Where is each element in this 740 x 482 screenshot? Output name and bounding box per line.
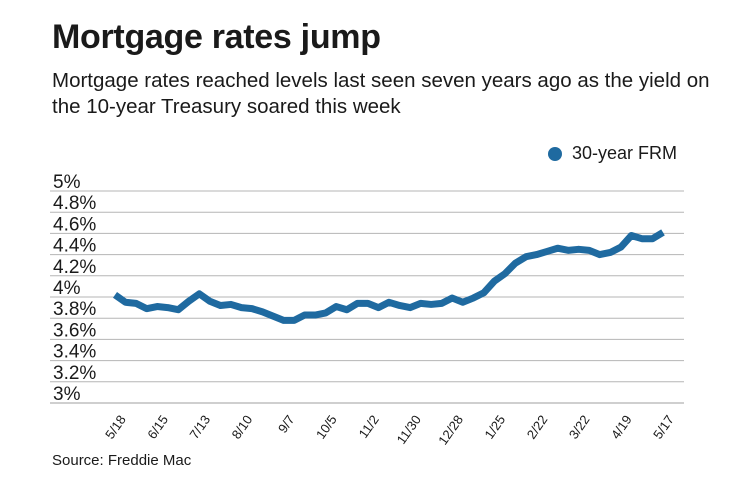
chart-title: Mortgage rates jump (52, 18, 381, 56)
series-line-30-year-frm (112, 229, 665, 324)
legend-marker (548, 146, 562, 161)
x-tick-label: 12/28 (435, 412, 466, 447)
x-tick-label: 11/2 (356, 412, 382, 441)
legend: 30-year FRM (548, 143, 677, 164)
x-tick-label: 5/18 (102, 412, 129, 441)
y-tick-label: 4.6% (53, 214, 96, 235)
y-tick-label: 4.2% (53, 257, 96, 278)
x-tick-label: 6/15 (144, 412, 171, 441)
legend-label: 30-year FRM (572, 143, 678, 163)
x-tick-label: 10/5 (313, 412, 340, 441)
y-tick-label: 4.8% (53, 193, 96, 214)
x-tick-label: 2/22 (524, 412, 551, 441)
y-tick-label: 5% (53, 172, 81, 193)
y-tick-label: 3.4% (53, 342, 96, 363)
x-tick-label: 9/7 (275, 412, 298, 435)
x-tick-label: 8/10 (229, 412, 256, 441)
y-tick-label: 3% (53, 384, 81, 405)
x-tick-label: 11/30 (394, 412, 424, 446)
source-note: Source: Freddie Mac (52, 452, 192, 469)
x-tick-label: 4/19 (608, 412, 635, 441)
y-tick-label: 3.2% (53, 363, 96, 384)
x-tick-label: 7/13 (186, 412, 213, 441)
y-tick-label: 3.8% (53, 299, 96, 320)
x-tick-label: 3/22 (566, 412, 593, 441)
chart-subtitle: Mortgage rates reached levels last seen … (52, 69, 710, 118)
y-tick-label: 3.6% (53, 320, 96, 341)
x-tick-label: 1/25 (481, 412, 508, 441)
x-tick-label: 5/17 (650, 412, 677, 441)
y-tick-label: 4% (53, 278, 81, 299)
y-tick-label: 4.4% (53, 236, 96, 257)
